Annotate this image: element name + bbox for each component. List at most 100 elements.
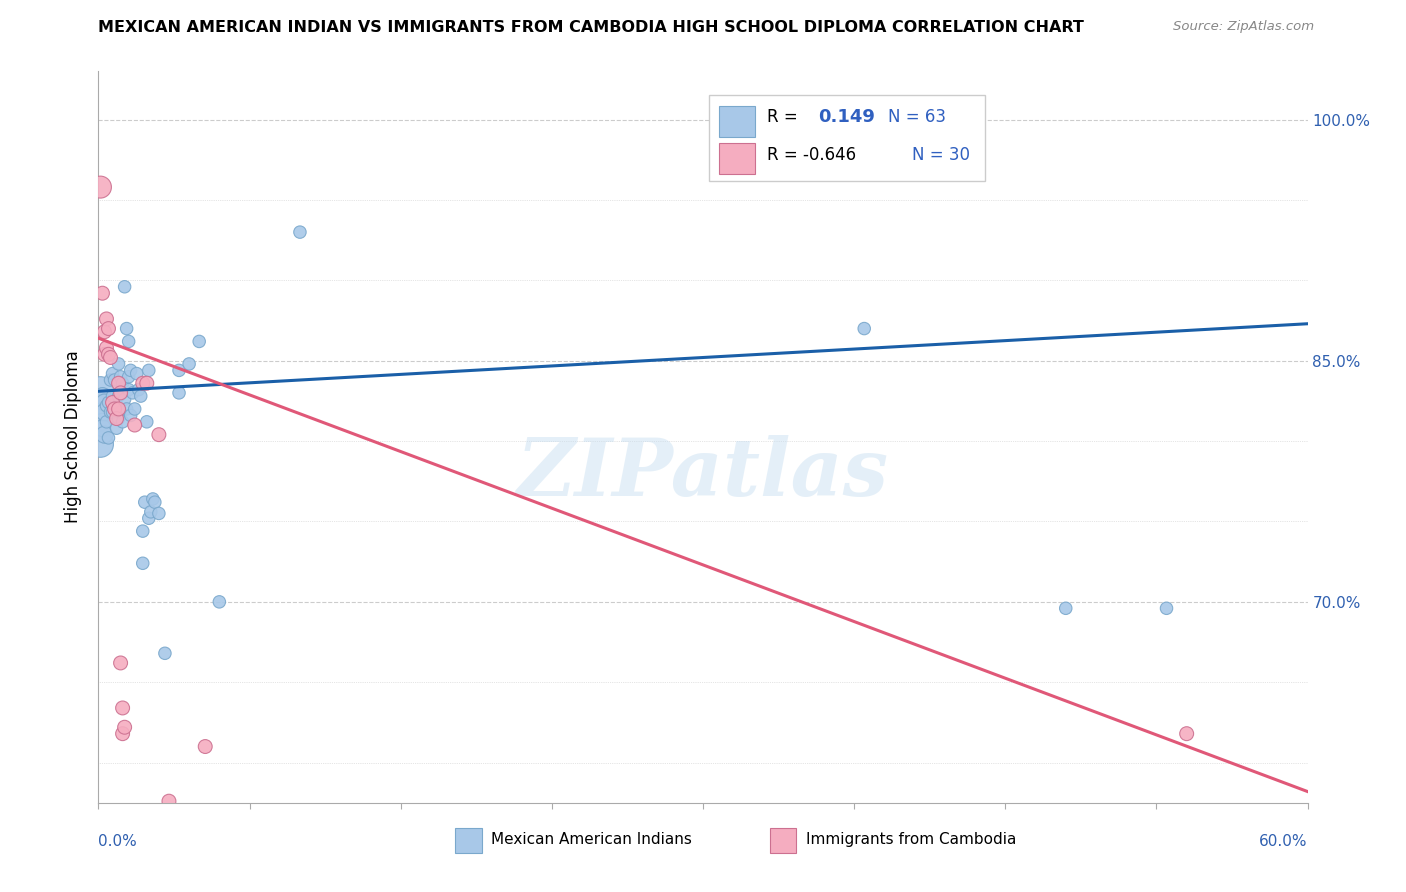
Point xyxy=(208,595,231,609)
Point xyxy=(96,312,118,326)
Point xyxy=(110,405,132,419)
Point xyxy=(148,507,170,521)
Point xyxy=(111,415,134,429)
Point xyxy=(93,325,115,339)
Point xyxy=(188,334,211,349)
Point xyxy=(100,405,122,419)
Point xyxy=(194,739,217,754)
Point xyxy=(148,427,170,442)
Point xyxy=(101,405,124,419)
Point xyxy=(111,701,134,715)
Point xyxy=(97,347,120,361)
Point xyxy=(107,411,129,425)
Point xyxy=(96,399,118,413)
Point xyxy=(1054,601,1077,615)
Point xyxy=(93,427,115,442)
Point xyxy=(93,347,115,361)
Text: ZIPatlas: ZIPatlas xyxy=(517,435,889,512)
Point xyxy=(91,415,114,429)
Point xyxy=(120,363,142,377)
Point xyxy=(96,341,118,355)
Point xyxy=(89,401,111,416)
Point xyxy=(107,357,129,371)
Point xyxy=(135,415,157,429)
Y-axis label: High School Diploma: High School Diploma xyxy=(65,351,83,524)
Point xyxy=(107,389,129,403)
Text: 0.149: 0.149 xyxy=(818,108,875,126)
Point xyxy=(97,395,120,409)
Point xyxy=(162,846,184,860)
Bar xyxy=(718,143,755,174)
Point xyxy=(103,401,125,416)
Point xyxy=(101,389,124,403)
Bar xyxy=(456,828,482,853)
Text: 60.0%: 60.0% xyxy=(1260,834,1308,849)
Text: Mexican American Indians: Mexican American Indians xyxy=(492,832,692,847)
Point xyxy=(91,389,114,403)
Bar xyxy=(769,828,796,853)
Point xyxy=(110,369,132,384)
Point xyxy=(139,505,162,519)
Point xyxy=(97,321,120,335)
Point xyxy=(132,556,155,570)
Point xyxy=(105,421,128,435)
Point xyxy=(129,389,152,403)
Point xyxy=(118,383,141,397)
FancyBboxPatch shape xyxy=(709,95,984,181)
Point xyxy=(124,401,146,416)
Point xyxy=(1175,727,1198,741)
Point xyxy=(111,376,134,391)
Point xyxy=(118,369,141,384)
Point xyxy=(115,321,138,335)
Point xyxy=(89,437,111,451)
Point xyxy=(100,351,122,365)
Text: R =: R = xyxy=(768,108,808,126)
Point xyxy=(93,405,115,419)
Point xyxy=(89,383,111,397)
Point xyxy=(103,373,125,387)
Point xyxy=(121,385,143,400)
Point xyxy=(107,401,129,416)
Point xyxy=(128,383,150,397)
Point xyxy=(114,720,136,734)
Point xyxy=(115,401,138,416)
Point xyxy=(100,373,122,387)
Point xyxy=(167,814,190,828)
Point xyxy=(138,511,160,525)
Point xyxy=(110,385,132,400)
Point xyxy=(118,334,141,349)
Point xyxy=(167,385,190,400)
Point xyxy=(179,357,201,371)
Point xyxy=(1156,601,1178,615)
Point xyxy=(101,367,124,381)
Point xyxy=(103,401,125,416)
Point xyxy=(96,415,118,429)
Point xyxy=(101,395,124,409)
Point xyxy=(105,411,128,425)
Point xyxy=(853,321,876,335)
Point xyxy=(91,286,114,301)
Point xyxy=(120,409,142,423)
Point xyxy=(111,727,134,741)
Point xyxy=(93,395,115,409)
Point xyxy=(153,646,176,660)
Point xyxy=(198,831,221,846)
Point xyxy=(89,180,111,194)
Point xyxy=(142,491,165,506)
Point xyxy=(107,376,129,391)
Point xyxy=(143,495,166,509)
Point xyxy=(157,794,180,808)
Text: N = 63: N = 63 xyxy=(889,108,946,126)
Point xyxy=(110,656,132,670)
Text: R = -0.646: R = -0.646 xyxy=(768,145,856,164)
Point xyxy=(288,225,311,239)
Point xyxy=(125,367,148,381)
Point xyxy=(132,376,155,391)
Point xyxy=(135,376,157,391)
Point xyxy=(97,431,120,445)
Point xyxy=(134,495,156,509)
Text: N = 30: N = 30 xyxy=(912,145,970,164)
Text: 0.0%: 0.0% xyxy=(98,834,138,849)
Bar xyxy=(718,106,755,137)
Point xyxy=(91,421,114,435)
